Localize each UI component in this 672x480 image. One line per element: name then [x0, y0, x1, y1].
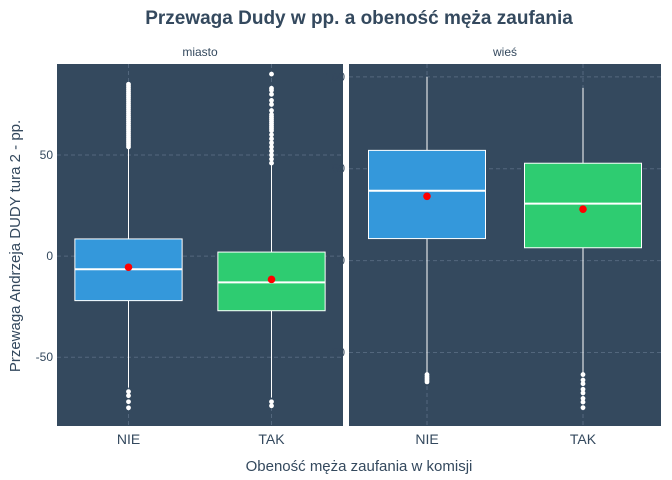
chart-title: Przewaga Dudy w pp. a obeność męża zaufa… — [145, 8, 573, 29]
outlier-point — [580, 399, 586, 405]
outlier-point — [126, 405, 131, 411]
strip-label: wieś — [492, 45, 517, 59]
outlier-point — [580, 390, 586, 396]
outlier-point — [126, 393, 131, 399]
mean-point — [124, 263, 133, 272]
box-nie — [74, 81, 183, 411]
outlier-point — [269, 399, 274, 405]
outlier-point — [269, 136, 274, 142]
outlier-point — [269, 156, 274, 162]
facet-panel-1: miasto -50 0 50 NIE TAK — [36, 45, 343, 447]
box-tak — [524, 87, 642, 411]
facet-panels: miasto -50 0 50 NIE TAK wieś -50 0 50 100 NIE TAK — [36, 45, 661, 447]
outlier-point — [269, 160, 274, 166]
x-tick-label: TAK — [258, 431, 285, 447]
outlier-point — [269, 132, 274, 138]
facet-panel-2: wieś -50 0 50 100 NIE TAK — [325, 45, 661, 447]
outlier-point — [580, 381, 586, 387]
outlier-point — [269, 71, 274, 77]
y-tick-label: -50 — [328, 345, 346, 359]
y-tick-label: 0 — [338, 254, 345, 268]
outlier-point — [269, 152, 274, 158]
outlier-point — [580, 377, 586, 383]
y-tick-label: 50 — [40, 148, 54, 162]
mean-point — [267, 275, 276, 284]
mean-point — [423, 192, 431, 201]
box-tak — [217, 71, 326, 409]
outlier-point — [269, 140, 274, 146]
y-tick-label: 0 — [46, 249, 53, 263]
outlier-point — [269, 144, 274, 150]
outlier-point — [269, 108, 274, 113]
outlier-point — [580, 372, 586, 377]
x-tick-label: NIE — [415, 431, 438, 447]
outlier-point — [126, 399, 131, 405]
y-tick-label: 50 — [332, 162, 346, 176]
outlier-point — [269, 112, 274, 117]
y-axis-title: Przewaga Andrzeja DUDY tura 2 - pp. — [7, 120, 24, 372]
outlier-point — [126, 389, 131, 395]
outlier-point — [269, 148, 274, 154]
outlier-point — [580, 396, 586, 401]
box-body — [368, 149, 486, 240]
y-tick-label: -50 — [36, 350, 54, 364]
x-tick-label: TAK — [570, 431, 597, 447]
x-axis-title: Obeność męża zaufania w komisji — [246, 458, 473, 475]
box-body — [524, 162, 642, 249]
outlier-point — [269, 403, 274, 409]
outlier-point — [269, 102, 274, 107]
outlier-point — [580, 405, 586, 411]
outlier-point — [269, 98, 274, 103]
outlier-point — [580, 386, 586, 392]
mean-point — [579, 205, 587, 213]
strip-label: miasto — [182, 45, 218, 59]
outlier-point — [424, 379, 430, 385]
y-tick-label: 100 — [325, 70, 345, 84]
outlier-point — [269, 85, 274, 91]
box-nie — [368, 76, 486, 385]
x-tick-label: NIE — [117, 431, 140, 447]
outlier-point — [126, 81, 131, 87]
outlier-point — [269, 91, 274, 97]
